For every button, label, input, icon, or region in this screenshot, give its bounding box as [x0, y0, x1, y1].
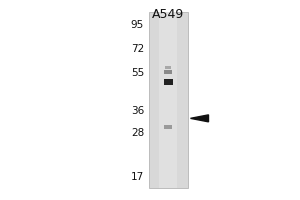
Bar [159, 12, 177, 188]
Bar [148, 12, 188, 188]
Bar [165, 66, 171, 69]
Bar [164, 125, 172, 129]
Text: 72: 72 [131, 44, 144, 54]
Polygon shape [190, 115, 208, 122]
Text: 95: 95 [131, 20, 144, 30]
Bar [164, 70, 172, 74]
Text: 17: 17 [131, 172, 144, 182]
Bar [164, 79, 172, 85]
Text: 28: 28 [131, 128, 144, 138]
Text: 55: 55 [131, 68, 144, 78]
Text: 36: 36 [131, 106, 144, 116]
Text: A549: A549 [152, 8, 184, 21]
